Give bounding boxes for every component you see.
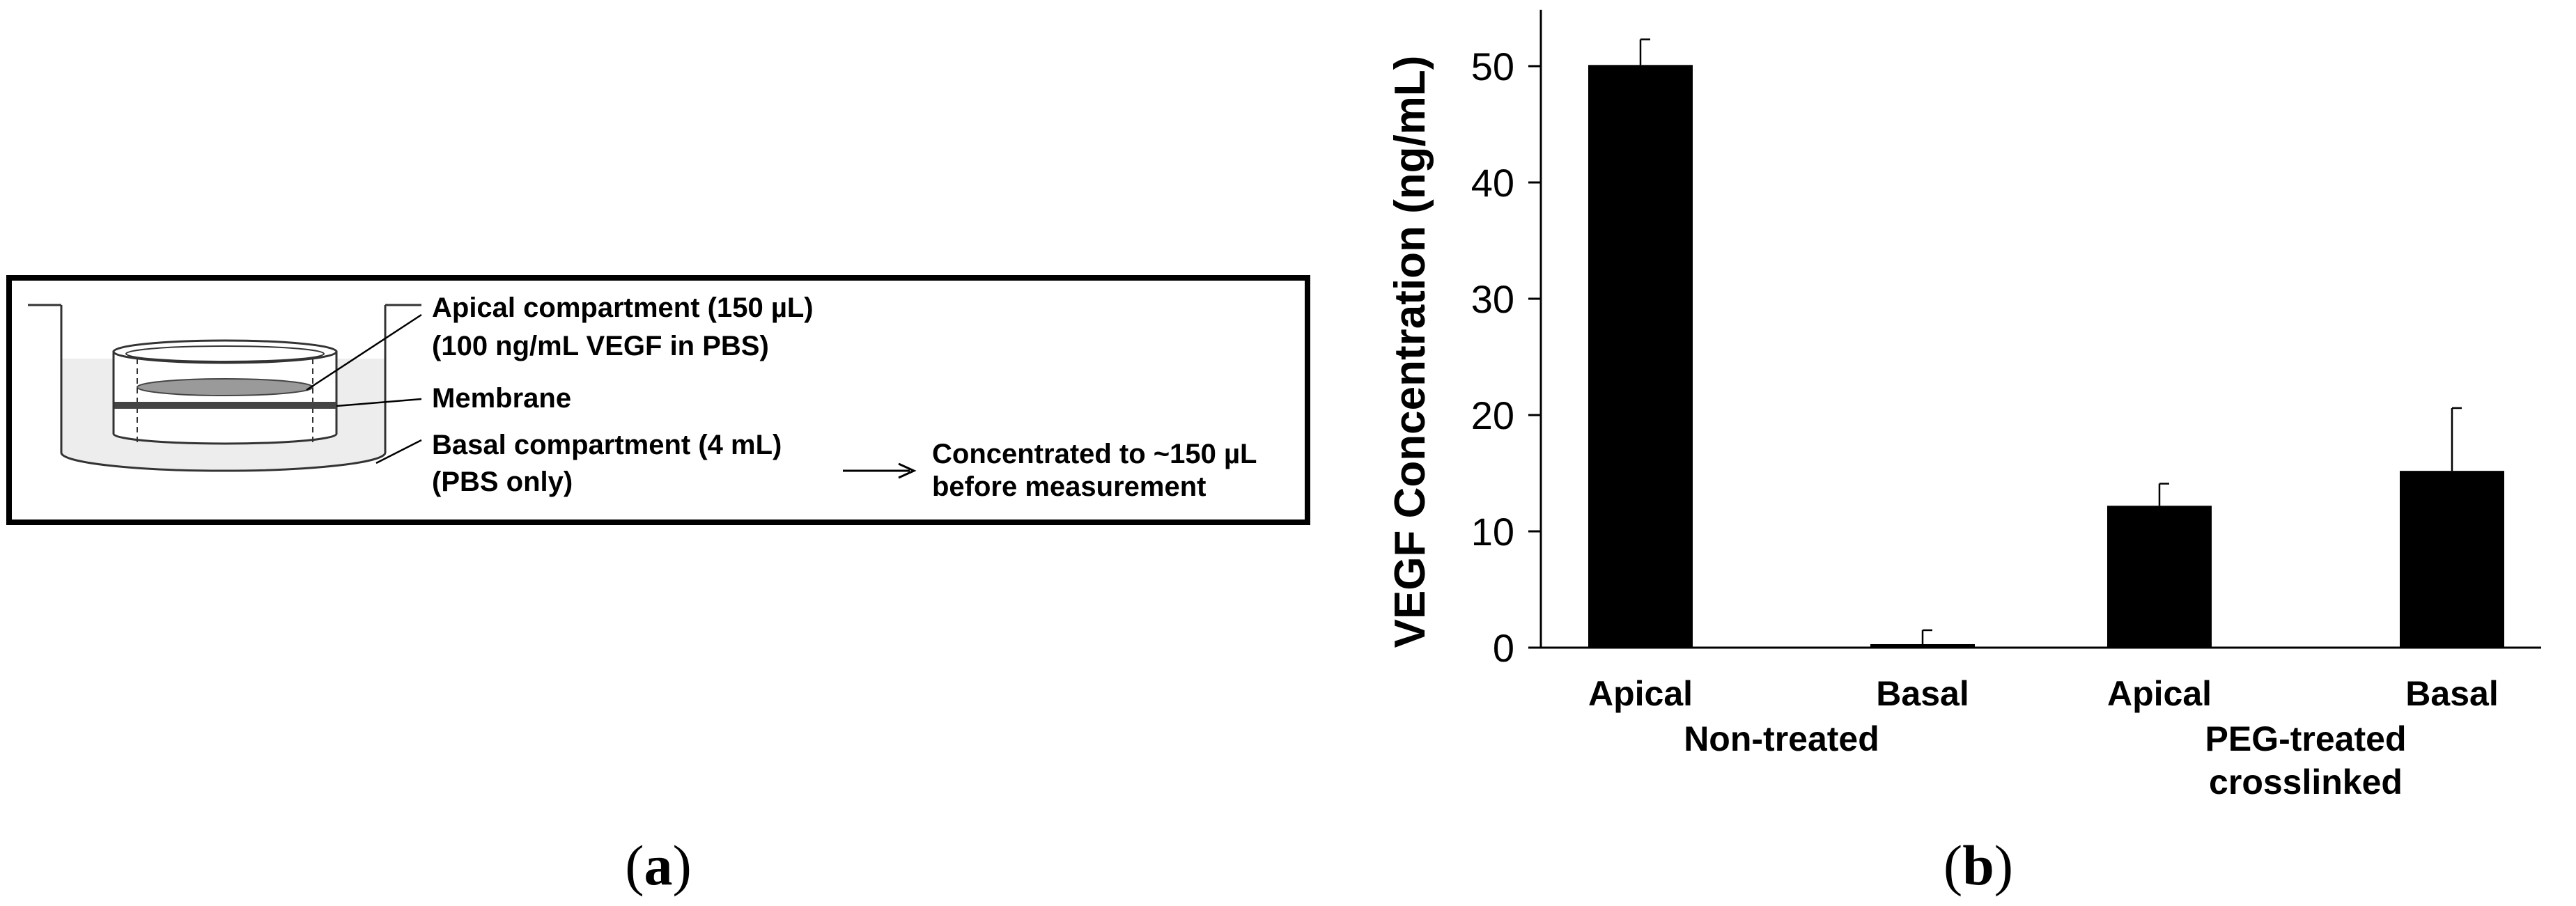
bar (2400, 471, 2504, 648)
y-tick-label: 30 (1471, 277, 1514, 321)
leader-basal (375, 439, 422, 464)
concentrate-arrowhead (898, 462, 917, 479)
y-tick-label: 0 (1493, 626, 1514, 670)
panel-b-letter: b (1962, 834, 1994, 897)
panel-a-letter: a (644, 834, 673, 897)
panel-b-open: ( (1943, 834, 1962, 897)
membrane-layer (114, 402, 336, 409)
y-tick-label: 40 (1471, 161, 1514, 205)
x-group-label: Non-treated (1684, 719, 1879, 758)
panel-label-b: (b) (1943, 834, 2013, 897)
panel-a-open: ( (625, 834, 644, 897)
insert (112, 339, 338, 445)
apical-label-line2: (100 ng/mL VEGF in PBS) (432, 331, 769, 361)
bar (2107, 506, 2212, 648)
x-category-label: Apical (2107, 674, 2212, 713)
well-bottom (60, 452, 387, 472)
basal-label-line1: Basal compartment (4 mL) (432, 430, 782, 460)
apical-liquid (137, 378, 313, 396)
concentrated-label-line1: Concentrated to ~150 µL (932, 439, 1257, 469)
diagram-frame (6, 275, 1310, 525)
panel-b-close: ) (1994, 834, 2013, 897)
insert-rim-inner (125, 345, 325, 362)
x-group-label: PEG-treated (2205, 719, 2407, 758)
leader-apical (306, 313, 422, 391)
bar (1870, 643, 1975, 648)
insert-body (112, 350, 338, 445)
x-category-label: Apical (1588, 674, 1693, 713)
membrane-label: Membrane (432, 383, 571, 414)
apical-label-line1: Apical compartment (150 µL) (432, 292, 814, 323)
concentrated-label-line2: before measurement (932, 471, 1206, 502)
bar (1588, 65, 1693, 648)
chart-panel: 0 10 20 30 40 50 Apical Basal Apical Basal Non-tre… (1386, 10, 2541, 802)
x-category-label: Basal (2405, 674, 2498, 713)
x-category-label: Basal (1876, 674, 1969, 713)
leader-membrane (336, 398, 422, 407)
diagram-panel: Apical compartment (150 µL) (100 ng/mL V… (6, 275, 1310, 525)
chart-plot: 0 10 20 30 40 50 Apical Basal Apical Basal Non-tre… (1386, 10, 2541, 802)
y-axis-title: VEGF Concentration (ng/mL) (1386, 56, 1434, 648)
y-tick-label: 10 (1471, 510, 1514, 554)
x-group-label: crosslinked (2209, 763, 2403, 802)
panel-a-close: ) (673, 834, 692, 897)
y-tick-label: 50 (1471, 45, 1514, 88)
basal-label-line2: (PBS only) (432, 467, 573, 497)
panel-label-a: (a) (625, 834, 692, 897)
insert-rim-outer (112, 339, 338, 364)
y-tick-label: 20 (1471, 393, 1514, 437)
